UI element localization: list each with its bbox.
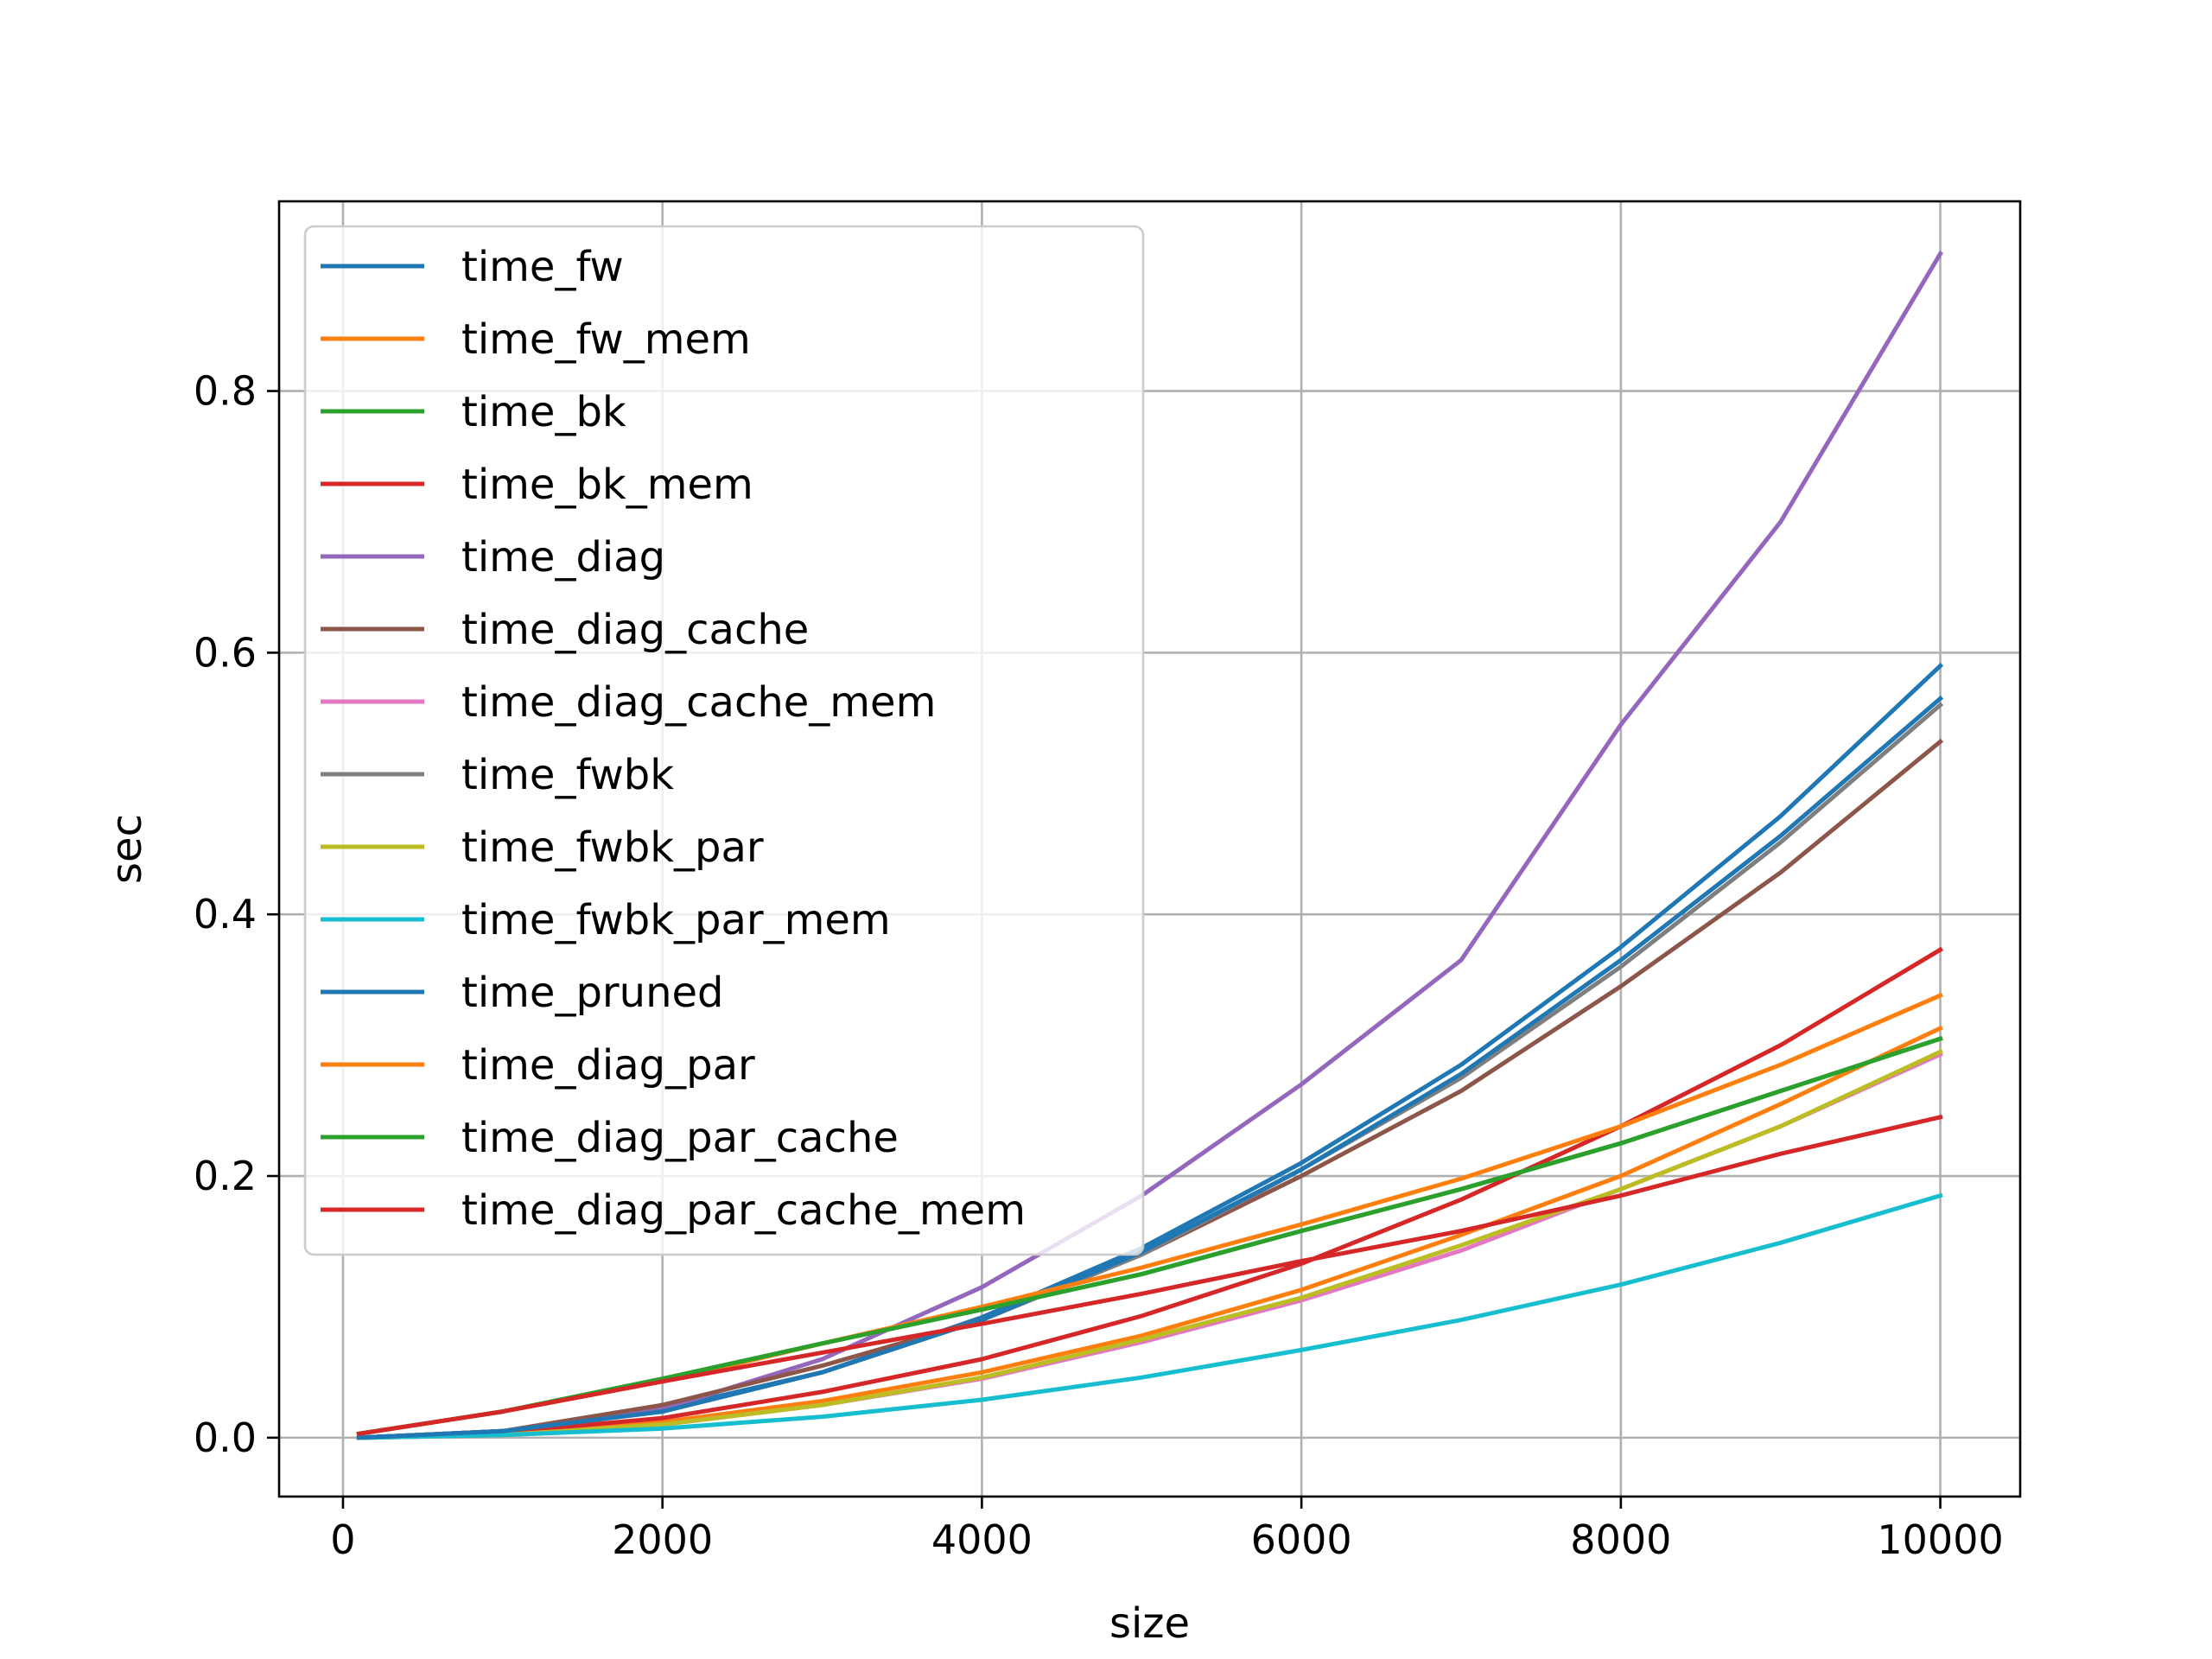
y-tick-label: 0.6 — [194, 629, 257, 676]
y-axis-label: sec — [103, 814, 151, 884]
x-tick-label: 10000 — [1877, 1516, 2003, 1563]
legend-label: time_diag_cache_mem — [461, 678, 936, 727]
legend-label: time_diag_par_cache — [461, 1114, 899, 1162]
legend-label: time_diag_par_cache_mem — [461, 1186, 1026, 1235]
legend-label: time_pruned — [461, 969, 724, 1017]
x-axis-label: size — [1109, 1599, 1190, 1648]
y-tick-label: 0.8 — [194, 368, 257, 415]
x-tick-label: 2000 — [612, 1516, 713, 1563]
legend-label: time_bk — [461, 388, 626, 436]
legend-label: time_diag — [461, 533, 665, 582]
series-line-time-diag-par-cache-mem — [356, 1114, 1943, 1437]
legend-label: time_diag_par — [461, 1041, 755, 1090]
legend-label: time_diag_cache — [461, 606, 809, 654]
series-line-time-bk-mem — [356, 946, 1944, 1440]
legend: time_fw time_fw_mem time_bk time_bk_memtime… — [303, 225, 1145, 1256]
axis-ticks: 0 2000 4000 6000 8000 10000 0.0 0.2 0.4 0.6 0.8 — [194, 368, 2004, 1563]
legend-box — [303, 225, 1145, 1256]
y-tick-label: 0.2 — [194, 1153, 257, 1199]
legend-label: time_fw — [461, 243, 624, 291]
legend-label: time_fwbk_par_mem — [461, 896, 891, 944]
legend-label: time_fw_mem — [461, 315, 751, 364]
y-tick-label: 0.4 — [194, 891, 257, 938]
legend-label: time_bk_mem — [461, 461, 753, 509]
x-tick-label: 4000 — [931, 1516, 1033, 1563]
series-line-time-fwbk-par — [356, 1048, 1943, 1440]
plot-frame — [277, 200, 2022, 1498]
legend-label: time_fwbk_par — [461, 823, 764, 872]
legend-label: time_fwbk — [461, 751, 674, 799]
x-tick-label: 8000 — [1570, 1516, 1671, 1563]
y-tick-label: 0.0 — [194, 1414, 257, 1461]
x-tick-label: 0 — [330, 1516, 355, 1563]
x-tick-label: 6000 — [1251, 1516, 1352, 1563]
series-line-time-fwbk-par-mem — [356, 1192, 1943, 1440]
